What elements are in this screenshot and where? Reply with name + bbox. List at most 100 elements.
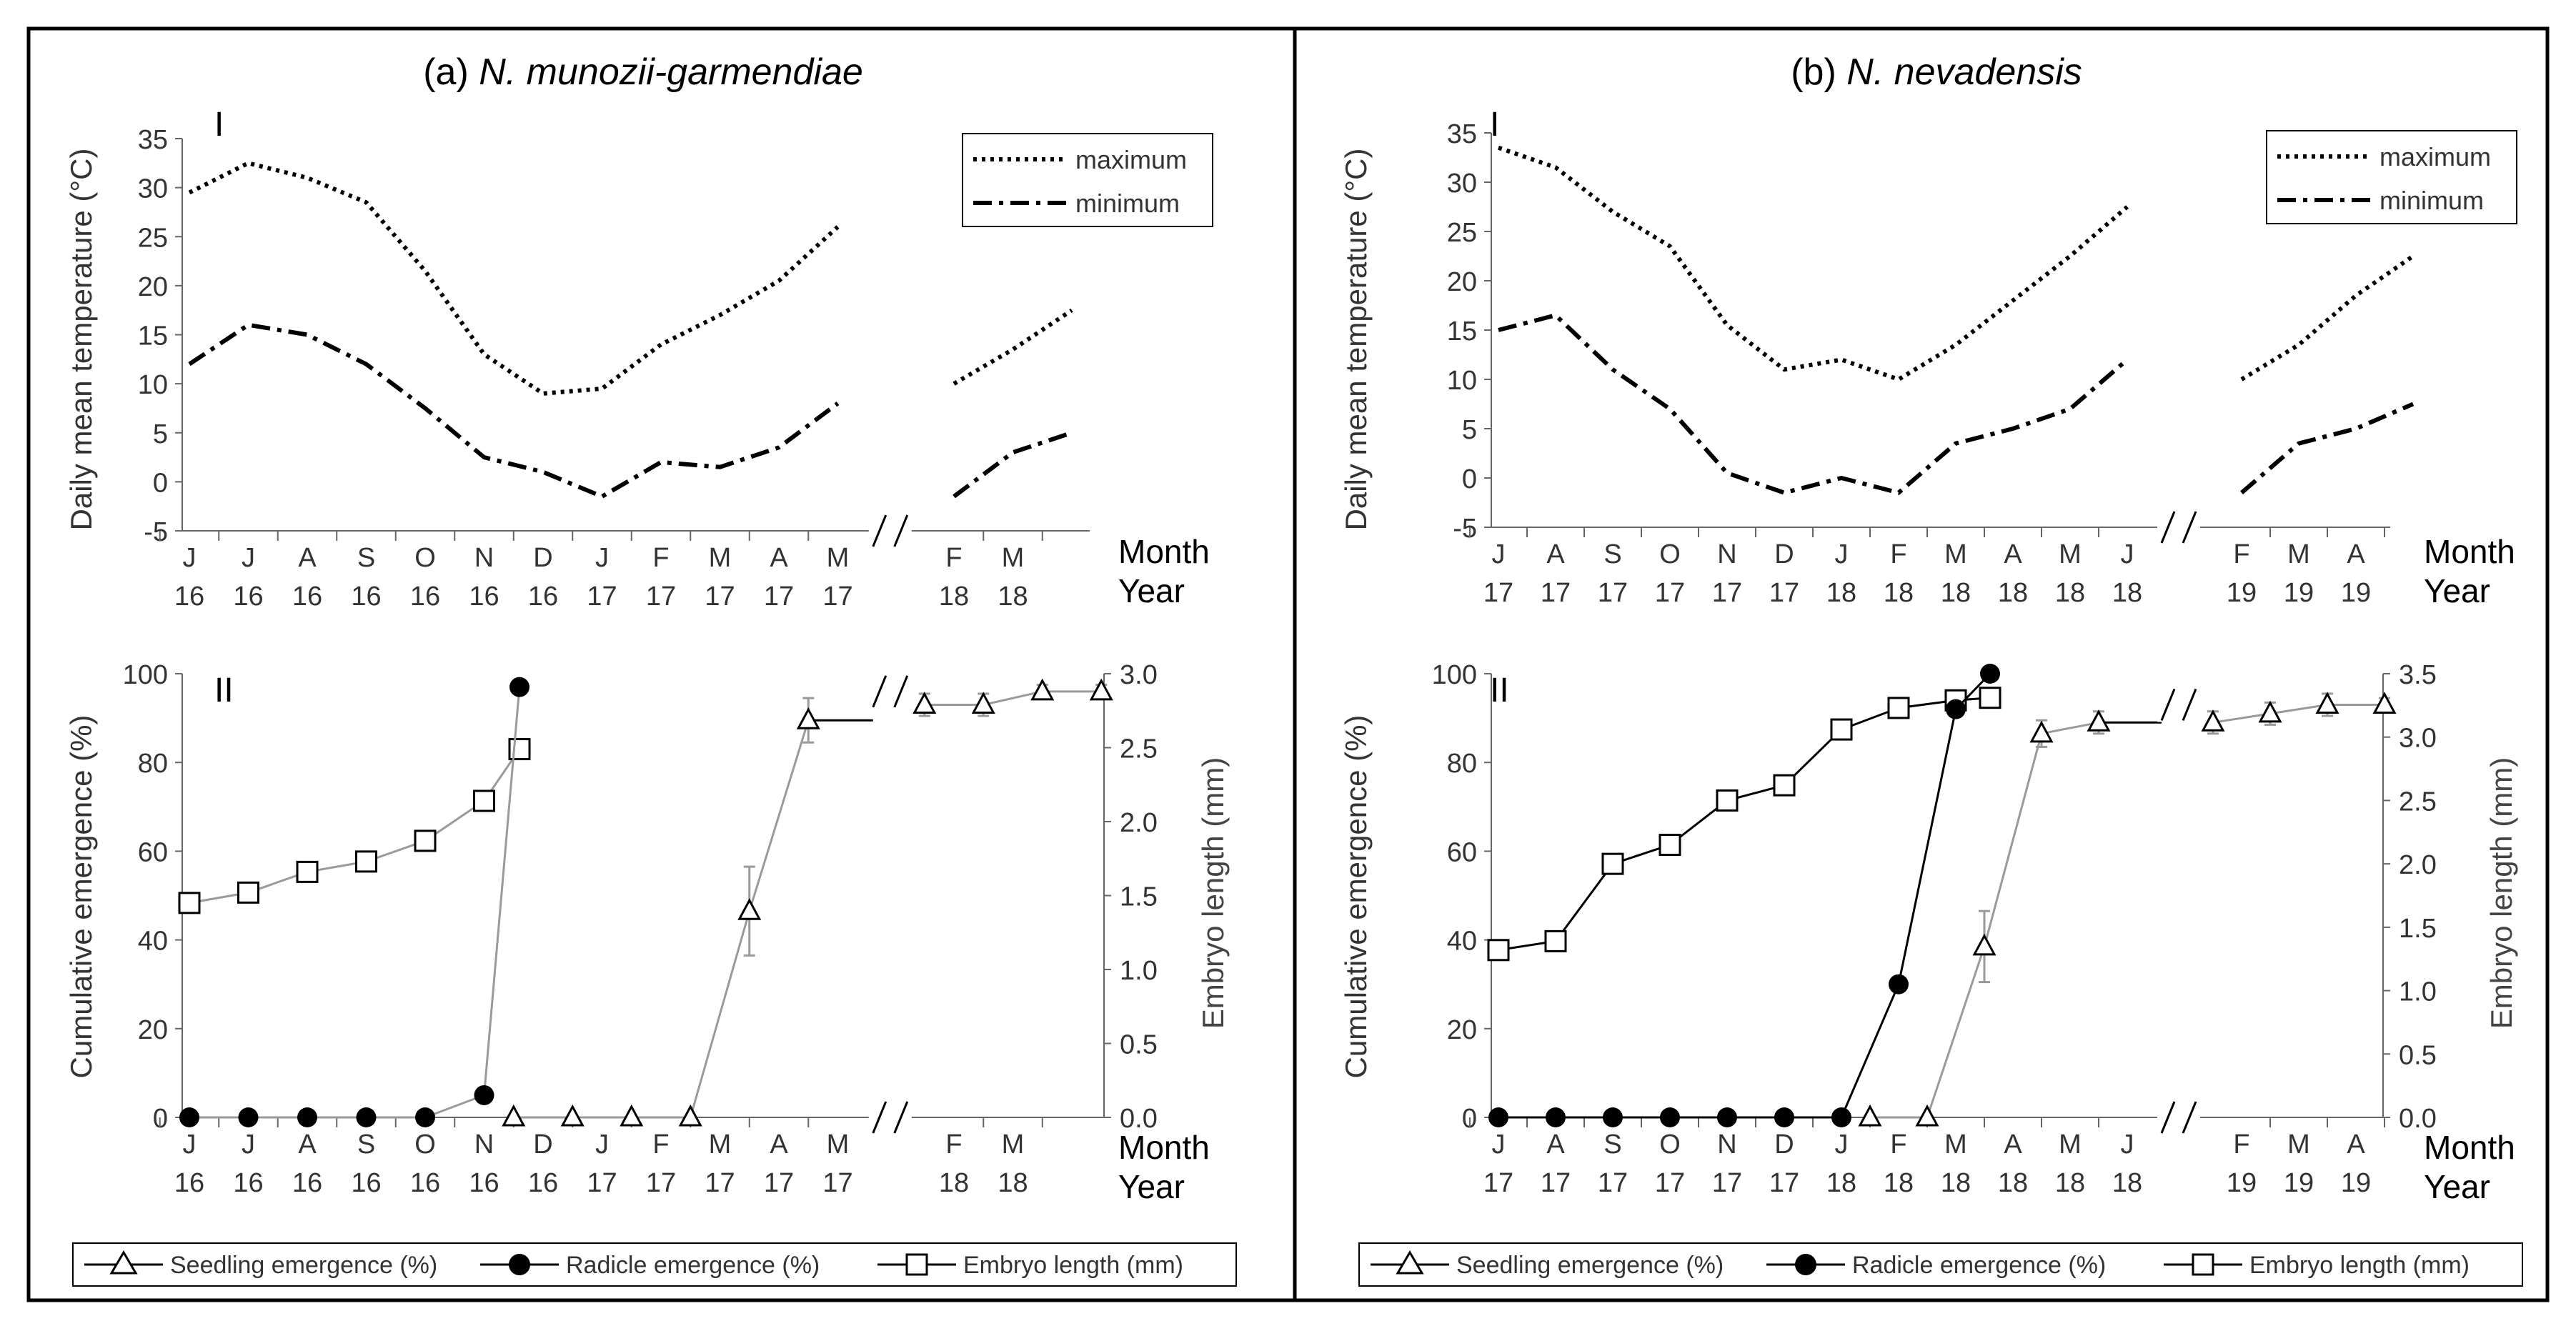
legend-radicle-marker (509, 1254, 530, 1275)
panel-a-bottom-year-tick: 18 (939, 1168, 969, 1198)
panel-b-radicle-point (1488, 1107, 1508, 1127)
panel-b-seedling-point (2201, 709, 2225, 732)
panel-a-embryo-point (508, 738, 531, 761)
panel-b-top-month-tick: S (1603, 539, 1621, 569)
panel-a-radicle-point (179, 1107, 199, 1127)
panel-a-embryo-ylabel: Embryo length (mm) (1196, 757, 1230, 1029)
panel-a-top-ytick-label: 25 (138, 223, 168, 253)
panel-b-top-year-tick: 17 (1712, 578, 1742, 608)
panel-b-bottom-month-tick: M (2287, 1130, 2310, 1160)
panel-a-bottom-axis-break-slash-1 (872, 1101, 887, 1134)
panel-b-bottom-y2tick-label: 3.0 (2399, 724, 2437, 754)
panel-a-bottom-month-tick: M (1002, 1130, 1025, 1160)
panel-a-bottom-year-tick: 16 (469, 1168, 499, 1198)
panel-a-top-month-tick: J (183, 543, 197, 573)
legend-max-text: maximum (2379, 142, 2491, 171)
panel-b-series-break-slash-2 (2182, 688, 2197, 722)
panel-a-bottom-year-tick: 18 (998, 1168, 1028, 1198)
panel-a-bottom-year-tick: 16 (292, 1168, 322, 1198)
panel-b-top-ytick-label: 0 (1462, 464, 1477, 494)
panel-b-minimum-line-1 (1498, 313, 2129, 495)
panel-b-bottom-y2tick-label: 2.5 (2399, 787, 2437, 817)
panel-b-top-month-tick: N (1717, 539, 1736, 569)
panel-b-top-year-tick: 17 (1598, 578, 1628, 608)
panel-a-seedling-line-2 (924, 690, 1102, 706)
panel-a-bottom-month-tick: S (357, 1130, 375, 1160)
panel-b-bottom-month-label: Month (2424, 1129, 2515, 1166)
panel-b-top-axis-break-slash-2 (2182, 511, 2197, 544)
panel-b-top-year-label: Year (2424, 572, 2490, 609)
panel-a-bottom-month-tick: N (474, 1130, 494, 1160)
legend-box (2266, 130, 2517, 224)
panel-b-bottom-month-tick: M (1944, 1130, 1967, 1160)
panel-b-bottom-axis-break-slash-1 (2160, 1101, 2176, 1134)
panel-b-bottom-year-tick: 19 (2341, 1168, 2371, 1198)
panel-a-top-month-tick: O (414, 543, 436, 573)
panel-b-bottom-year-tick: 17 (1712, 1168, 1742, 1198)
panel-a-bottom-month-tick: F (652, 1130, 669, 1160)
panel-b-embryo-point (1659, 834, 1681, 857)
panel-a-top-ytick-label: 15 (138, 321, 168, 352)
panel-a-top-ytick-label: 10 (138, 370, 168, 400)
panel-b-radicle-point (1831, 1107, 1851, 1127)
panel-a-bottom-year-tick: 17 (705, 1168, 735, 1198)
panel-b-bottom-month-tick: F (2233, 1130, 2249, 1160)
panel-b-bottom-ytick-label: 40 (1447, 927, 1477, 957)
panel-b-bottom-month-tick: J (1492, 1130, 1506, 1160)
panel-b-seedling-point (2029, 720, 2054, 743)
panel-a-radicle-point (415, 1107, 435, 1127)
panel-a-top-year-tick: 16 (351, 582, 381, 612)
panel-b-embryo-point (1773, 774, 1796, 797)
panel-b-bottom-month-tick: M (2059, 1130, 2082, 1160)
panel-b-bottom-month-tick: N (1717, 1130, 1736, 1160)
panel-a-radicle-point (474, 1085, 494, 1105)
panel-b-top-month-label: Month (2424, 533, 2515, 570)
panel-a-bottom-ytick-label: 20 (138, 1015, 168, 1045)
legend-embryo-marker (2192, 1253, 2214, 1276)
panel-b-II-label: II (1490, 672, 1509, 709)
panel-b-top-axis-break-slash-1 (2160, 511, 2176, 544)
panel-b-bottom-ytick-label: 80 (1447, 749, 1477, 779)
panel-b-bottom-axis-break-slash-2 (2182, 1101, 2197, 1134)
panel-a-bottom-month-tick: O (414, 1130, 436, 1160)
panel-b-bottom-year-tick: 18 (1998, 1168, 2028, 1198)
panel-b-top-month-tick: A (2347, 539, 2365, 569)
panel-a-top-ytick-label: 30 (138, 174, 168, 204)
panel-a-top-year-tick: 17 (646, 582, 676, 612)
panel-b-radicle-point (1546, 1107, 1566, 1127)
panel-b-seedling-point (2258, 700, 2282, 723)
panel-a-top-month-tick: F (945, 543, 962, 573)
panel-b-radicle-line (1498, 672, 1991, 1119)
panel-a-bottom-year-tick: 16 (528, 1168, 558, 1198)
panel-b-top-year-tick: 17 (1541, 578, 1571, 608)
panel-a-top-axis-break-slash-2 (893, 514, 909, 547)
panel-a-top-month-tick: D (533, 543, 552, 573)
panel-b-embryo-point (1544, 929, 1567, 952)
panel-b-bottom-year-tick: 17 (1655, 1168, 1685, 1198)
panel-b-radicle-point (1980, 664, 2000, 684)
panel-a-bottom-y2tick-label: 0.5 (1120, 1030, 1158, 1060)
panel-b-radicle-point (1946, 699, 1966, 719)
panel-b-seedling-point (2087, 709, 2111, 732)
panel-b-seedling-point (1915, 1104, 1939, 1127)
panel-b-bottom-month-tick: J (1835, 1130, 1849, 1160)
panel-a-seedling-point (502, 1104, 526, 1127)
panel-a-bottom-month-tick: M (709, 1130, 732, 1160)
panel-a-bottom-y2tick-label: 3.0 (1120, 660, 1158, 690)
panel-a-seedling-point (912, 692, 937, 714)
panel-a-bottom-month-tick: A (298, 1130, 317, 1160)
panel-b-bottom-year-tick: 17 (1598, 1168, 1628, 1198)
panel-b-bottom-month-tick: F (1890, 1130, 1906, 1160)
panel-b-top-year-tick: 18 (1826, 578, 1856, 608)
panel-b-bottom-y2tick-label: 2.0 (2399, 850, 2437, 880)
panel-b-top-month-tick: D (1774, 539, 1794, 569)
panel-b-maximum-line-1 (1498, 145, 2129, 382)
panel-a-radicle-point (238, 1107, 259, 1127)
panel-a-radicle-point (509, 677, 529, 697)
panel-a-bottom-year-tick: 16 (410, 1168, 440, 1198)
panel-b-top-ytick-label: 10 (1447, 366, 1477, 396)
panel-b-bottom-year-tick: 17 (1483, 1168, 1513, 1198)
panel-b-minimum-line-2 (2240, 402, 2415, 494)
panel-b-bottom-month-tick: O (1659, 1130, 1681, 1160)
